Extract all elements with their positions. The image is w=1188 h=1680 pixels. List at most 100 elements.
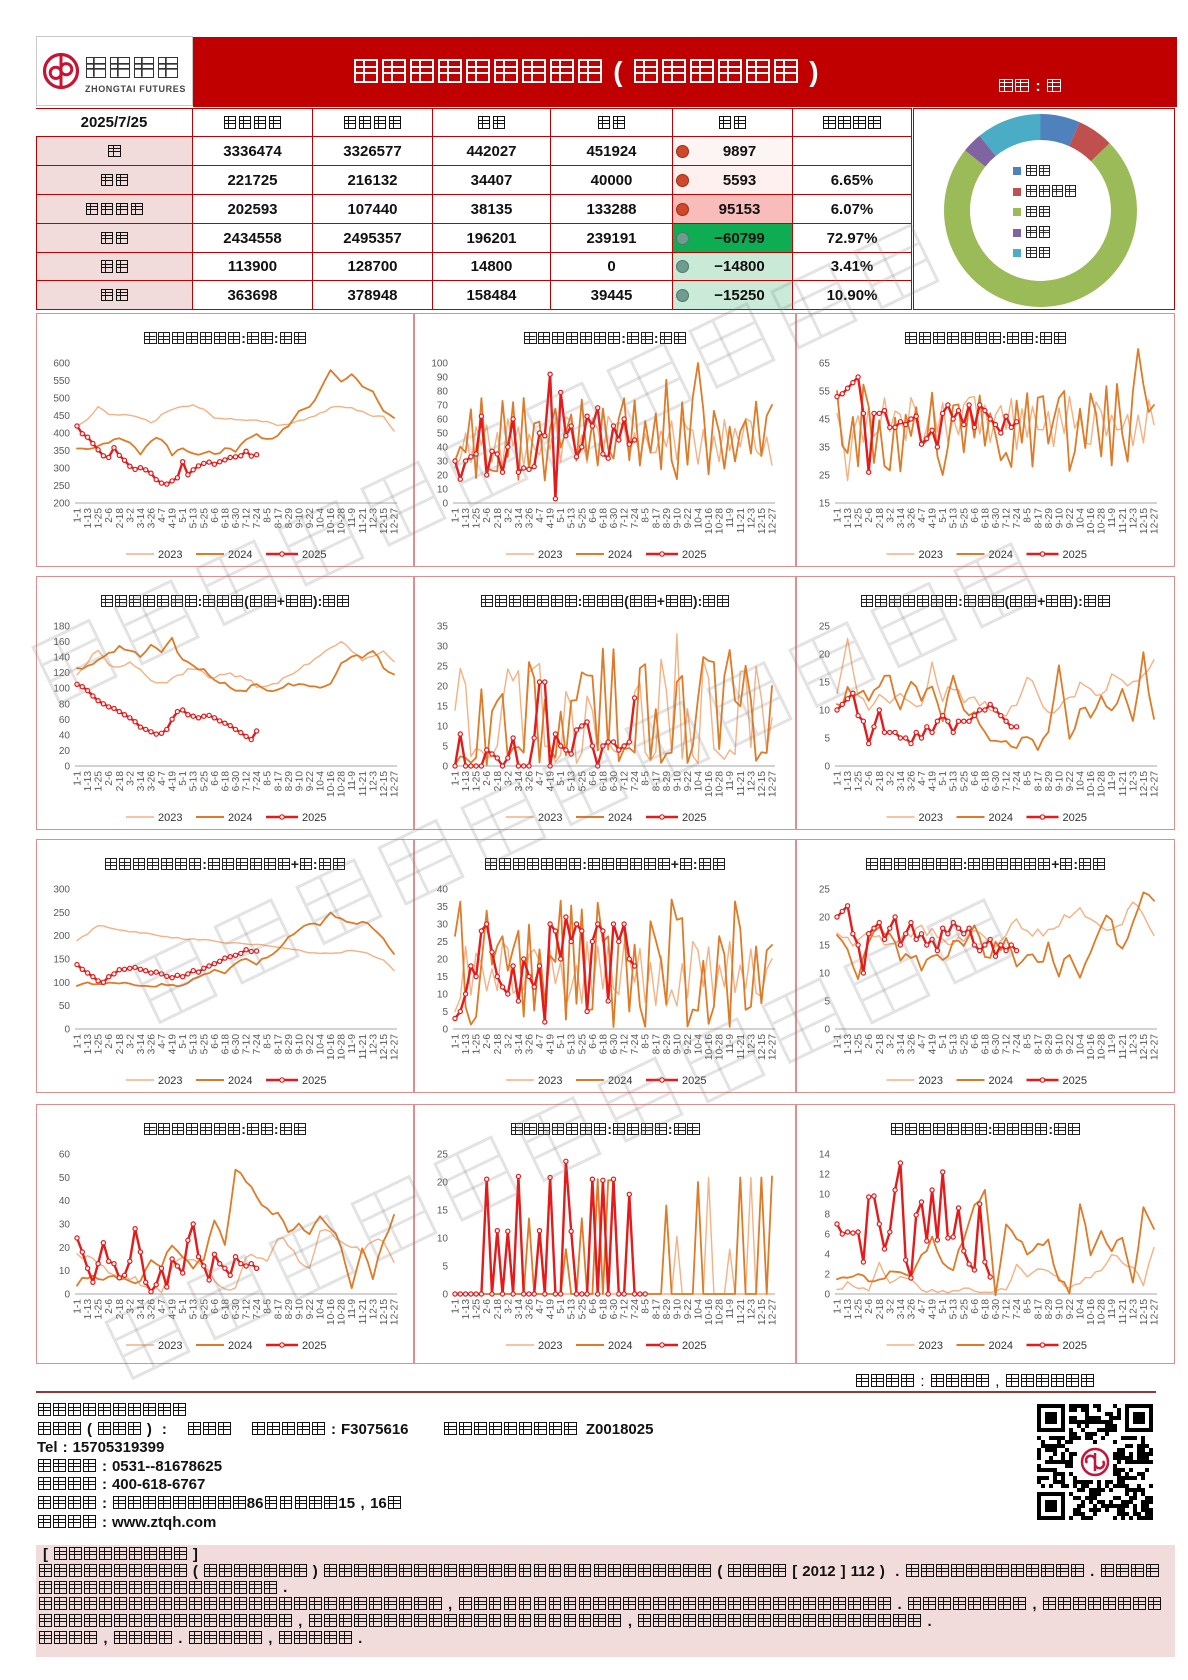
svg-text:5-1: 5-1 [178,1299,189,1314]
svg-text:8-29: 8-29 [662,1034,673,1055]
svg-text:60: 60 [59,1150,71,1161]
svg-text:1-1: 1-1 [73,771,84,786]
svg-text:350: 350 [53,446,70,457]
svg-text:9-22: 9-22 [305,508,316,529]
svg-text:90: 90 [437,373,449,384]
svg-text:6-6: 6-6 [970,1299,981,1314]
svg-text:7-12: 7-12 [1002,1034,1013,1055]
svg-text:9-22: 9-22 [1065,1034,1076,1055]
svg-text:6-6: 6-6 [970,508,981,523]
svg-text:11-21: 11-21 [736,771,747,797]
svg-text:4-7: 4-7 [535,508,546,523]
svg-text:3-14: 3-14 [514,771,525,792]
svg-text:11-21: 11-21 [1118,1034,1129,1060]
svg-text:11-21: 11-21 [1118,1299,1129,1325]
svg-text:3-14: 3-14 [136,1299,147,1320]
svg-text:10-16: 10-16 [326,1299,337,1325]
svg-text:3-2: 3-2 [885,1034,896,1049]
svg-text:11-21: 11-21 [736,508,747,534]
svg-text:1-13: 1-13 [461,508,472,529]
svg-text:8-17: 8-17 [651,771,662,792]
svg-text:35: 35 [437,902,449,913]
svg-text:3-26: 3-26 [907,771,918,792]
svg-text:10: 10 [437,485,449,496]
svg-text:8-29: 8-29 [1044,508,1055,529]
svg-text:10-28: 10-28 [337,771,348,797]
svg-text:2024: 2024 [989,549,1013,561]
svg-text:7-12: 7-12 [242,1299,253,1320]
svg-text:550: 550 [53,376,70,387]
svg-text:12-3: 12-3 [368,1299,379,1320]
svg-text:3-26: 3-26 [147,771,158,792]
svg-text:0: 0 [442,1025,448,1036]
svg-text:12-3: 12-3 [746,771,757,792]
svg-text:2-6: 2-6 [864,508,875,523]
svg-text:12-27: 12-27 [768,508,779,534]
svg-text:8-29: 8-29 [284,1299,295,1320]
svg-text:10-4: 10-4 [694,1299,705,1320]
svg-text:1-13: 1-13 [461,1299,472,1320]
svg-text:15: 15 [437,972,449,983]
svg-text:6-30: 6-30 [609,771,620,792]
svg-text:7-12: 7-12 [620,771,631,792]
svg-text:4-7: 4-7 [917,508,928,523]
svg-text:1-25: 1-25 [854,771,865,792]
svg-text:2-18: 2-18 [493,1299,504,1320]
svg-text:50: 50 [59,1001,71,1012]
svg-text:3-26: 3-26 [525,771,536,792]
svg-text:12-15: 12-15 [757,1034,768,1060]
svg-text:3-14: 3-14 [136,1034,147,1055]
svg-text:2023: 2023 [919,1075,943,1087]
svg-text:5-13: 5-13 [949,771,960,792]
svg-text:10-16: 10-16 [326,1034,337,1060]
svg-text:0: 0 [64,1025,70,1036]
svg-text:20: 20 [819,650,831,661]
svg-text:6-18: 6-18 [598,1299,609,1320]
svg-text:10-16: 10-16 [704,1034,715,1060]
svg-text:15: 15 [819,678,831,689]
svg-text:2024: 2024 [608,1075,632,1087]
svg-text:5-1: 5-1 [938,771,949,786]
svg-text:30: 30 [437,642,449,653]
svg-text:11-21: 11-21 [1118,771,1129,797]
svg-text:11-9: 11-9 [1107,1299,1118,1319]
svg-text:20: 20 [437,955,449,966]
svg-text:6-18: 6-18 [220,1299,231,1320]
svg-text:7-24: 7-24 [630,508,641,529]
svg-text:9-10: 9-10 [672,508,683,529]
svg-text:12-3: 12-3 [1128,771,1139,792]
svg-text:8-5: 8-5 [263,1299,274,1314]
svg-text:2-18: 2-18 [115,1299,126,1320]
svg-text:7-12: 7-12 [242,1034,253,1055]
svg-text:11-9: 11-9 [347,771,358,791]
svg-text:6-6: 6-6 [970,771,981,786]
svg-text:9-22: 9-22 [683,508,694,529]
svg-text:9-22: 9-22 [683,1034,694,1055]
svg-text:3-2: 3-2 [885,508,896,523]
svg-text:1-25: 1-25 [94,1299,105,1320]
svg-text:10-28: 10-28 [1097,1034,1108,1060]
svg-text:5-25: 5-25 [959,771,970,792]
svg-text:1-13: 1-13 [843,771,854,792]
svg-text:1-1: 1-1 [73,1299,84,1314]
svg-text:4-19: 4-19 [546,1034,557,1055]
svg-text:2-6: 2-6 [482,508,493,523]
svg-text:12-3: 12-3 [1128,1034,1139,1055]
svg-text:2-6: 2-6 [482,1299,493,1314]
svg-text:8-17: 8-17 [651,1299,662,1320]
svg-text:55: 55 [819,387,831,398]
svg-text:4-7: 4-7 [157,1034,168,1049]
svg-text:2-6: 2-6 [864,771,875,786]
svg-text:12-15: 12-15 [1139,1299,1150,1325]
svg-text:12-15: 12-15 [379,1034,390,1060]
svg-text:9-22: 9-22 [683,771,694,792]
svg-text:7-24: 7-24 [252,508,263,529]
svg-text:10-16: 10-16 [1086,508,1097,534]
svg-text:40: 40 [437,443,449,454]
svg-text:8-29: 8-29 [284,1034,295,1055]
svg-text:2025: 2025 [302,1075,326,1087]
svg-text:4-19: 4-19 [546,771,557,792]
svg-text:30: 30 [437,457,449,468]
svg-text:12-27: 12-27 [768,771,779,797]
svg-text:6-30: 6-30 [231,1299,242,1320]
